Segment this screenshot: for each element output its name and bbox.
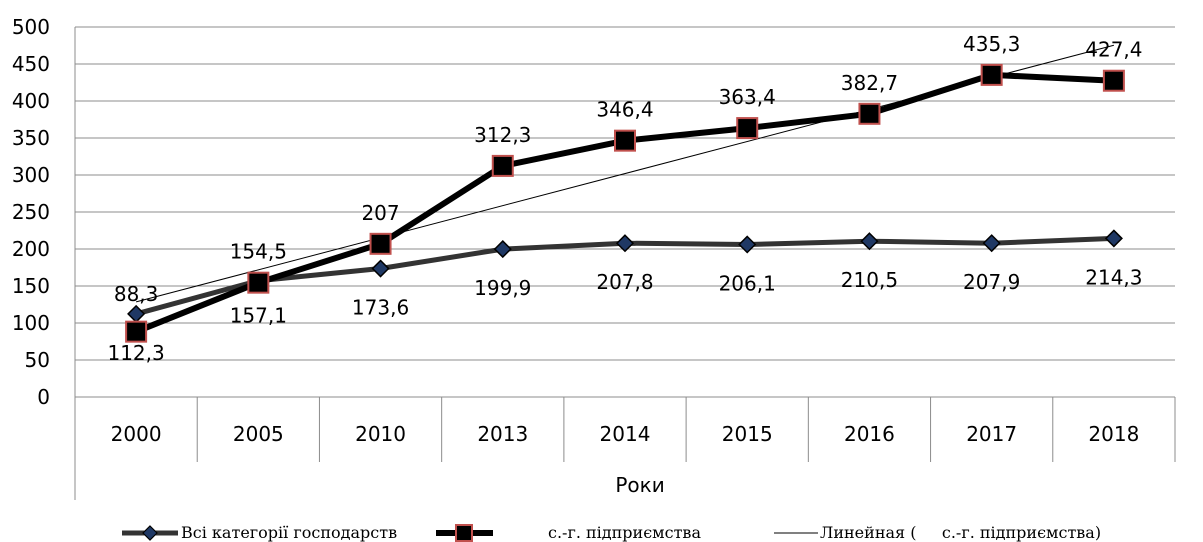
data-label-series-1: 173,6 [352, 296, 409, 320]
data-label-series-1: 112,3 [107, 341, 164, 365]
series-2-point [247, 271, 270, 294]
series-2-point [980, 63, 1003, 86]
y-tick-label: 350 [12, 126, 50, 150]
y-tick-label: 300 [12, 163, 50, 187]
y-tick-label: 250 [12, 200, 50, 224]
series-2-point [369, 232, 392, 255]
legend-marker-series-1 [142, 525, 158, 541]
x-axis-title: Роки [615, 473, 664, 497]
data-label-series-2: 427,4 [1085, 38, 1142, 62]
series-1-point [493, 240, 512, 259]
y-tick-label: 500 [12, 15, 50, 39]
data-label-series-2: 207 [361, 201, 399, 225]
y-tick-label: 100 [12, 311, 50, 335]
series-2-point [858, 102, 881, 125]
x-tick-label: 2014 [600, 422, 651, 446]
x-tick-label: 2016 [844, 422, 895, 446]
data-label-series-1: 207,8 [596, 270, 653, 294]
series-2-point [125, 320, 148, 343]
series-1-point [371, 259, 390, 278]
legend-marker-series-2 [455, 524, 473, 542]
series-2-point [1102, 69, 1125, 92]
x-tick-label: 2010 [355, 422, 406, 446]
data-label-series-2: 382,7 [841, 71, 898, 95]
series-1-point [982, 234, 1001, 253]
data-label-series-1: 206,1 [719, 271, 776, 295]
data-labels: 112,3 157,1 173,6 199,9 207,8 206,1 210,5 207,9… [107, 32, 1142, 365]
data-label-series-1: 207,9 [963, 270, 1020, 294]
series-2-point [491, 154, 514, 177]
x-tick-label: 2005 [233, 422, 284, 446]
data-label-series-1: 157,1 [230, 304, 287, 328]
series-2-point [736, 117, 759, 140]
series-1-point [127, 304, 146, 323]
data-label-series-2: 346,4 [596, 98, 653, 122]
y-tick-label: 50 [25, 348, 50, 372]
legend-label-series-1: Всі категорії господарств [181, 523, 397, 542]
series-1-point [615, 234, 635, 253]
legend-label-trendline: Линейная ( с.-г. підприємства) [820, 523, 1101, 542]
x-tick-label: 2015 [722, 422, 773, 446]
data-label-series-1: 210,5 [841, 268, 898, 292]
x-tick-label: 2013 [477, 422, 528, 446]
x-tick-label: 2017 [966, 422, 1017, 446]
x-axis: 2000 2005 2010 2013 2014 2015 2016 2017 2018 [75, 396, 1176, 462]
legend-label-series-2: с.-г. підприємства [548, 523, 701, 542]
data-label-series-1: 199,9 [474, 276, 531, 300]
data-label-series-2: 88,3 [114, 282, 159, 306]
data-label-series-2: 154,5 [230, 240, 287, 264]
y-tick-label: 400 [12, 89, 50, 113]
series-1-point [738, 235, 757, 254]
series-1-point [860, 232, 879, 251]
y-axis: 0 50 100 150 200 250 300 350 400 450 500 [12, 15, 76, 500]
x-tick-label: 2000 [111, 422, 162, 446]
data-label-series-2: 312,3 [474, 123, 531, 147]
series-markers [125, 63, 1125, 343]
data-label-series-2: 363,4 [719, 85, 776, 109]
data-label-series-2: 435,3 [963, 32, 1020, 56]
series-2-point [614, 129, 636, 152]
y-tick-label: 450 [12, 52, 50, 76]
data-label-series-1: 214,3 [1085, 265, 1142, 289]
y-tick-label: 150 [12, 274, 50, 298]
x-tick-label: 2018 [1088, 422, 1139, 446]
series-1-point [1104, 229, 1123, 248]
y-tick-label: 200 [12, 237, 50, 261]
y-tick-label: 0 [37, 385, 50, 409]
legend: Всі категорії господарств с.-г. підприємс… [122, 523, 1101, 542]
